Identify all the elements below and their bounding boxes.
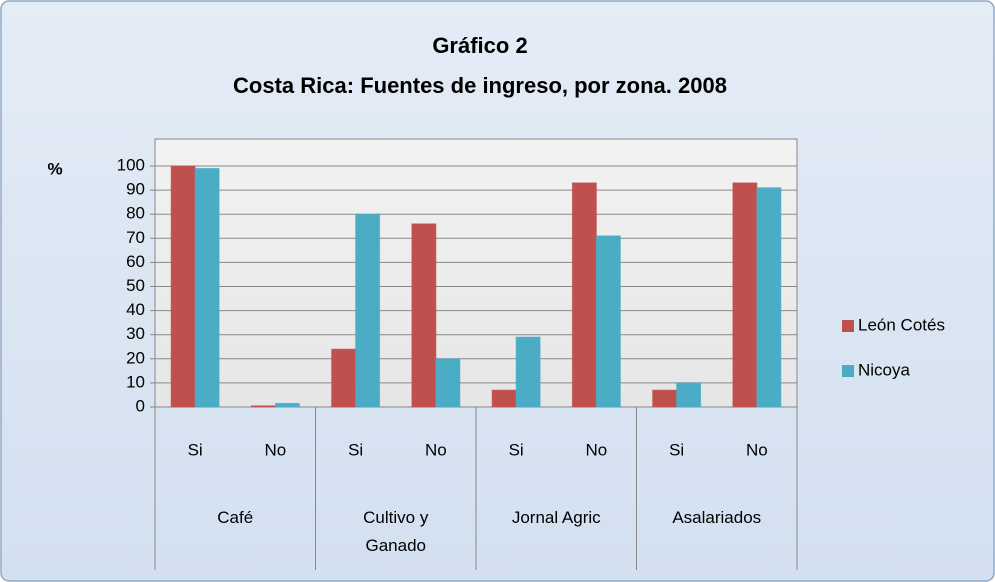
bar	[435, 358, 461, 408]
bar	[355, 213, 381, 408]
y-tick-label: 40	[126, 300, 145, 319]
y-tick-label: 50	[126, 276, 145, 295]
bar	[595, 235, 621, 408]
x-tick-label: Si	[188, 440, 203, 459]
y-tick-label: 70	[126, 228, 145, 247]
group-label: Asalariados	[672, 508, 762, 527]
y-axis-label: %	[47, 159, 62, 178]
y-tick-label: 100	[117, 155, 145, 174]
bar	[331, 348, 357, 408]
plot-area	[154, 138, 798, 408]
x-tick-label: No	[425, 440, 447, 459]
bar	[676, 382, 702, 408]
bar	[411, 223, 437, 408]
bar	[491, 389, 517, 408]
group-label-box: Asalariados	[672, 508, 762, 527]
legend-swatch	[842, 365, 854, 377]
y-tick-label: 90	[126, 180, 145, 199]
chart-title: Gráfico 2	[432, 33, 527, 58]
y-tick-label: 30	[126, 324, 145, 343]
bar	[250, 405, 276, 408]
legend-label: León Cotés	[858, 315, 945, 334]
bar	[652, 389, 678, 408]
legend-swatch	[842, 320, 854, 332]
bar	[756, 187, 782, 408]
x-tick-label: Si	[509, 440, 524, 459]
bar	[571, 182, 597, 408]
x-tick-label: Si	[669, 440, 684, 459]
y-tick-label: 20	[126, 348, 145, 367]
group-label-box: Cultivo y Ganado	[363, 508, 429, 555]
y-tick-label: 80	[126, 204, 145, 223]
x-tick-label: Si	[348, 440, 363, 459]
chart-subtitle: Costa Rica: Fuentes de ingreso, por zona…	[233, 73, 727, 98]
x-tick-label: No	[265, 440, 287, 459]
bar	[194, 167, 220, 408]
legend-label: Nicoya	[858, 360, 911, 379]
bar	[170, 165, 196, 408]
y-tick-label: 10	[126, 372, 145, 391]
bar	[732, 182, 758, 408]
group-label: Café	[217, 508, 254, 527]
group-label: Jornal Agric	[511, 508, 601, 527]
bar	[274, 402, 300, 408]
x-tick-label: No	[746, 440, 768, 459]
group-label: Cultivo y Ganado	[363, 508, 429, 555]
group-label-box: Café	[217, 508, 254, 527]
group-label-box: Jornal Agric	[511, 508, 601, 527]
bar	[515, 336, 541, 408]
y-tick-label: 0	[136, 396, 145, 415]
x-tick-label: No	[586, 440, 608, 459]
y-tick-label: 60	[126, 252, 145, 271]
